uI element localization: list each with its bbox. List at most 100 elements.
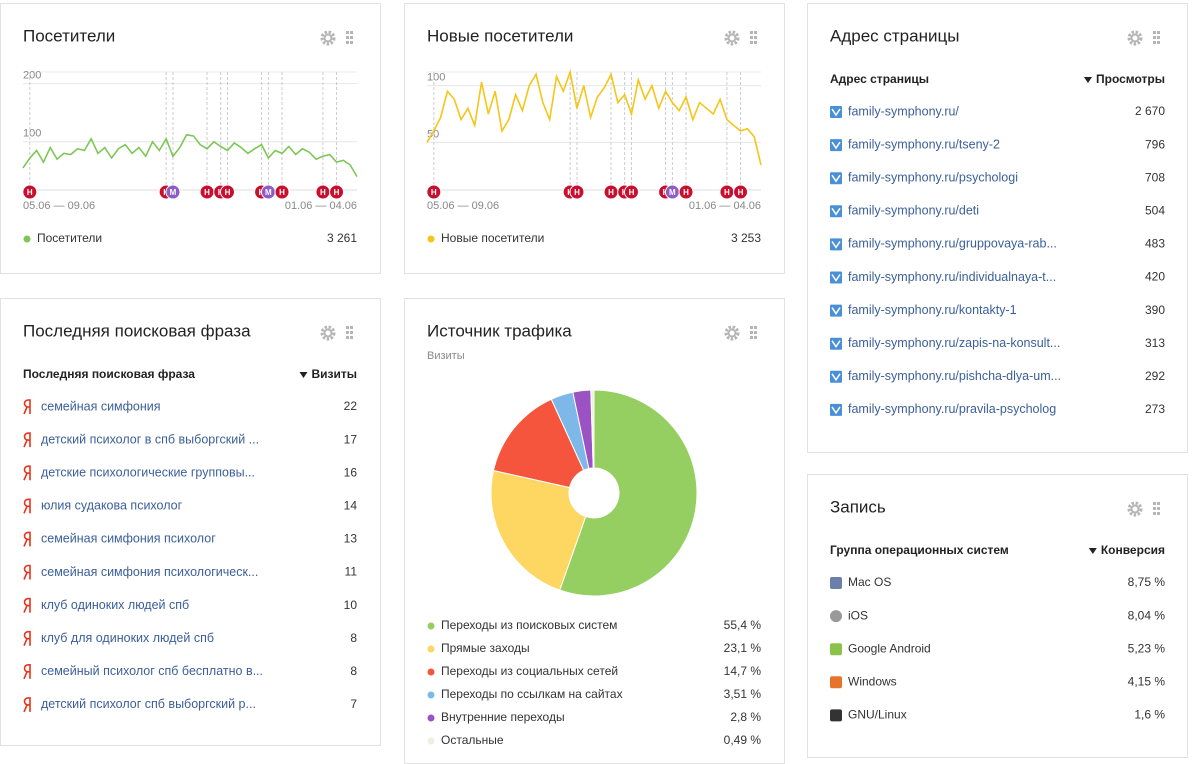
favicon bbox=[830, 238, 842, 251]
sort-icon bbox=[1088, 548, 1097, 554]
drag-handle bbox=[1153, 36, 1156, 39]
favicon bbox=[830, 304, 842, 317]
settings-button[interactable] bbox=[320, 325, 336, 341]
row-label[interactable]: клуб одиноких людей спб bbox=[41, 598, 189, 612]
favicon bbox=[831, 340, 841, 349]
favicon bbox=[831, 108, 841, 117]
event-marker bbox=[426, 184, 442, 200]
event-label: Н bbox=[574, 188, 580, 197]
favicon bbox=[830, 370, 842, 383]
widget-subtitle: Визиты bbox=[427, 350, 465, 362]
row-value: 483 bbox=[1145, 237, 1165, 251]
card bbox=[807, 3, 1188, 453]
row-label[interactable]: family-symphony.ru/kontakty-1 bbox=[848, 303, 1017, 317]
event-label: Н bbox=[629, 188, 635, 197]
legend-label: Переходы из поисковых систем bbox=[441, 618, 617, 632]
favicon bbox=[831, 174, 841, 183]
event-label: Н bbox=[225, 188, 231, 197]
row-label[interactable]: клуб для одиноких людей спб bbox=[41, 631, 214, 645]
row-label[interactable]: family-symphony.ru/individualnaya-t... bbox=[848, 270, 1056, 284]
legend-marker bbox=[427, 668, 435, 676]
event-label: Н bbox=[724, 188, 730, 197]
favicon bbox=[831, 373, 841, 382]
yandex-icon bbox=[23, 697, 31, 713]
row-value: 313 bbox=[1145, 336, 1165, 350]
row-label[interactable]: family-symphony.ru/zapis-na-konsult... bbox=[848, 336, 1060, 350]
sort-icon bbox=[299, 372, 308, 378]
drag-handle bbox=[1157, 512, 1160, 515]
drag-handle bbox=[346, 331, 349, 334]
row-label[interactable]: детский психолог спб выборгский р... bbox=[41, 697, 256, 711]
event-label: Н bbox=[608, 188, 614, 197]
row-value: 420 bbox=[1145, 270, 1165, 284]
row-label[interactable]: family-symphony.ru/pishcha-dlya-um... bbox=[848, 369, 1061, 383]
gear-icon bbox=[727, 33, 737, 43]
favicon bbox=[831, 240, 841, 249]
drag-handle bbox=[1157, 502, 1160, 505]
legend-label: Посетители bbox=[37, 231, 102, 245]
row-value: 390 bbox=[1145, 303, 1165, 317]
legend-label: Внутренние переходы bbox=[441, 710, 565, 724]
favicon bbox=[830, 106, 842, 118]
event-marker bbox=[733, 184, 749, 200]
pie-slice bbox=[590, 389, 595, 469]
settings-button[interactable] bbox=[1127, 501, 1143, 517]
row-label[interactable]: family-symphony.ru/psychologi bbox=[848, 170, 1018, 184]
row-value: 1,6 % bbox=[1134, 708, 1165, 722]
gear-icon bbox=[1130, 504, 1140, 514]
row-label[interactable]: семейная симфония психолог bbox=[41, 532, 216, 546]
row-label[interactable]: детский психолог в спб выборгский ... bbox=[41, 432, 259, 446]
legend-marker bbox=[427, 714, 435, 722]
drag-handle bbox=[754, 331, 757, 334]
drag-handle bbox=[346, 31, 349, 34]
settings-button[interactable] bbox=[320, 30, 336, 46]
settings-button[interactable] bbox=[1127, 30, 1143, 46]
row-label[interactable]: family-symphony.ru/gruppovaya-rab... bbox=[848, 237, 1057, 251]
yandex-icon bbox=[23, 564, 31, 580]
legend-marker bbox=[427, 645, 435, 653]
settings-button[interactable] bbox=[724, 30, 740, 46]
row-label[interactable]: семейная симфония психологическ... bbox=[41, 565, 258, 579]
yandex-icon bbox=[23, 531, 31, 547]
row-label[interactable]: семейная симфония bbox=[41, 399, 161, 413]
card bbox=[0, 298, 381, 746]
yandex-icon bbox=[23, 597, 31, 613]
line-series bbox=[426, 68, 762, 166]
event-label: Н bbox=[334, 188, 340, 197]
yandex-icon bbox=[23, 630, 31, 647]
favicon bbox=[831, 274, 841, 282]
drag-handle bbox=[750, 36, 753, 39]
event-marker bbox=[219, 184, 235, 200]
row-label[interactable]: family-symphony.ru/tseny-2 bbox=[848, 137, 1000, 151]
os-icon bbox=[830, 643, 842, 656]
drag-handle bbox=[350, 36, 353, 39]
favicon bbox=[831, 207, 841, 216]
event-label: Н bbox=[204, 188, 210, 197]
drag-handle bbox=[1153, 41, 1156, 44]
drag-handle bbox=[1153, 502, 1156, 505]
favicon bbox=[831, 406, 841, 415]
gear-icon bbox=[323, 33, 333, 43]
row-label[interactable]: детские психологические групповы... bbox=[41, 465, 255, 479]
legend-value: 23,1 % bbox=[724, 641, 762, 655]
row-label[interactable]: family-symphony.ru/deti bbox=[848, 204, 979, 218]
settings-button[interactable] bbox=[724, 325, 740, 341]
drag-handle bbox=[750, 41, 753, 44]
legend-value: 0,49 % bbox=[724, 733, 762, 747]
gear-icon bbox=[1130, 33, 1140, 43]
widget-title: Источник трафика bbox=[427, 321, 572, 340]
card bbox=[0, 3, 381, 274]
row-value: 8 bbox=[350, 631, 357, 645]
row-label: GNU/Linux bbox=[848, 708, 907, 722]
yandex-icon bbox=[23, 399, 31, 415]
row-label[interactable]: family-symphony.ru/pravila-psycholog bbox=[848, 402, 1056, 416]
row-label[interactable]: семейный психолог спб бесплатно в... bbox=[41, 664, 263, 678]
gear-icon bbox=[724, 30, 740, 46]
yandex-icon bbox=[23, 498, 31, 514]
drag-handle bbox=[346, 326, 349, 329]
row-label[interactable]: юлия судакова психолог bbox=[41, 499, 183, 513]
row-value: 10 bbox=[344, 598, 358, 612]
legend-label: Новые посетители bbox=[441, 231, 544, 245]
row-label[interactable]: family-symphony.ru/ bbox=[848, 104, 959, 118]
column-header: Адрес страницы bbox=[830, 72, 929, 86]
